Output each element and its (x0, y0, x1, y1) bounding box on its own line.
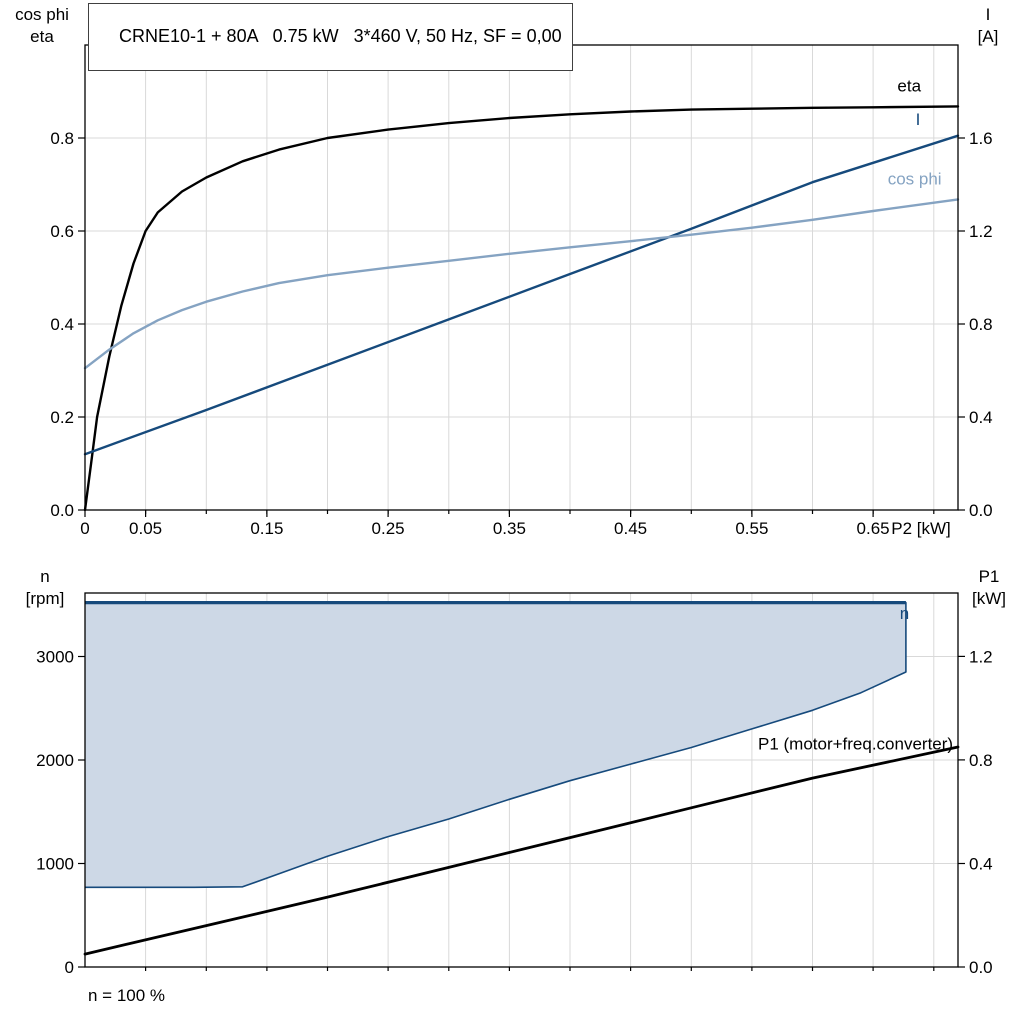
svg-text:1.6: 1.6 (969, 129, 993, 148)
svg-text:0: 0 (80, 519, 89, 538)
svg-text:0.45: 0.45 (614, 519, 647, 538)
axis-tick-labels-chart-1: 0 1000 2000 3000 0.0 0.4 0.8 1.2 (36, 647, 992, 977)
svg-text:0.4: 0.4 (969, 855, 993, 874)
svg-text:0.0: 0.0 (969, 501, 993, 520)
curve-cos-phi (83, 198, 960, 370)
svg-text:2000: 2000 (36, 751, 74, 770)
svg-text:0.35: 0.35 (493, 519, 526, 538)
svg-text:0.8: 0.8 (50, 129, 74, 148)
svg-text:0.4: 0.4 (50, 315, 74, 334)
curve-eta (83, 105, 960, 512)
left-axis-title-line1: n (40, 567, 50, 586)
svg-text:0.65: 0.65 (857, 519, 890, 538)
svg-text:0.8: 0.8 (969, 751, 993, 770)
axis-ticks-chart-0 (78, 137, 965, 517)
grid-chart-0 (85, 45, 958, 510)
chart-title: CRNE10-1 + 80A 0.75 kW 3*460 V, 50 Hz, S… (119, 26, 562, 46)
right-axis-title-line2: [kW] (972, 589, 1006, 608)
chart-title-box: CRNE10-1 + 80A 0.75 kW 3*460 V, 50 Hz, S… (88, 3, 573, 71)
svg-text:0.05: 0.05 (129, 519, 162, 538)
region-n-envelope (85, 602, 906, 888)
region-outline-n-envelope (85, 601, 907, 889)
bottom-chart-left-axis-title: n [rpm] (12, 566, 78, 610)
top-chart-right-axis-title: I [A] (958, 4, 1018, 48)
left-axis-title-line1: cos phi (15, 5, 69, 24)
curve-p1 (83, 745, 960, 956)
bottom-chart-right-axis-title: P1 [kW] (958, 566, 1020, 610)
curve-label-cos-phi: cos phi (888, 170, 942, 189)
svg-text:1.2: 1.2 (969, 647, 993, 666)
x-axis-unit-label: P2 [kW] (891, 519, 951, 538)
svg-text:0.0: 0.0 (50, 501, 74, 520)
left-axis-title-line2: eta (30, 27, 54, 46)
curve-label-eta: eta (897, 77, 921, 96)
svg-text:0.25: 0.25 (372, 519, 405, 538)
curve-label-n: n (900, 604, 909, 623)
curve-current (83, 134, 960, 456)
svg-text:1000: 1000 (36, 855, 74, 874)
plot-frame-chart-1 (84, 592, 959, 968)
svg-text:3000: 3000 (36, 648, 74, 667)
axis-tick-labels-chart-0: 0.0 0.2 0.4 0.6 0.8 0.0 0.4 0.8 1.2 1.6 0 0.05 0.15 0… (50, 129, 992, 538)
svg-text:0.4: 0.4 (969, 408, 993, 427)
right-axis-title-line2: [A] (977, 27, 999, 46)
curve-label-current: I (916, 110, 921, 129)
left-axis-title-line2: [rpm] (25, 589, 65, 608)
right-axis-title-line1: P1 (978, 567, 1000, 586)
svg-text:1.2: 1.2 (969, 222, 993, 241)
svg-text:0.8: 0.8 (969, 315, 993, 334)
svg-text:0.55: 0.55 (735, 519, 768, 538)
svg-text:0.15: 0.15 (250, 519, 283, 538)
curve-label-p1: P1 (motor+freq.converter) (758, 735, 953, 754)
axis-ticks-chart-1 (78, 655, 965, 971)
svg-text:0.0: 0.0 (969, 958, 993, 977)
right-axis-title-line1: I (985, 5, 991, 24)
speed-percentage-note: n = 100 % (88, 986, 166, 1005)
top-chart-left-axis-title: cos phi eta (4, 4, 80, 48)
svg-text:0.6: 0.6 (50, 222, 74, 241)
svg-text:0: 0 (65, 958, 74, 977)
plot-frame-chart-0 (84, 44, 959, 511)
svg-text:0.2: 0.2 (50, 408, 74, 427)
